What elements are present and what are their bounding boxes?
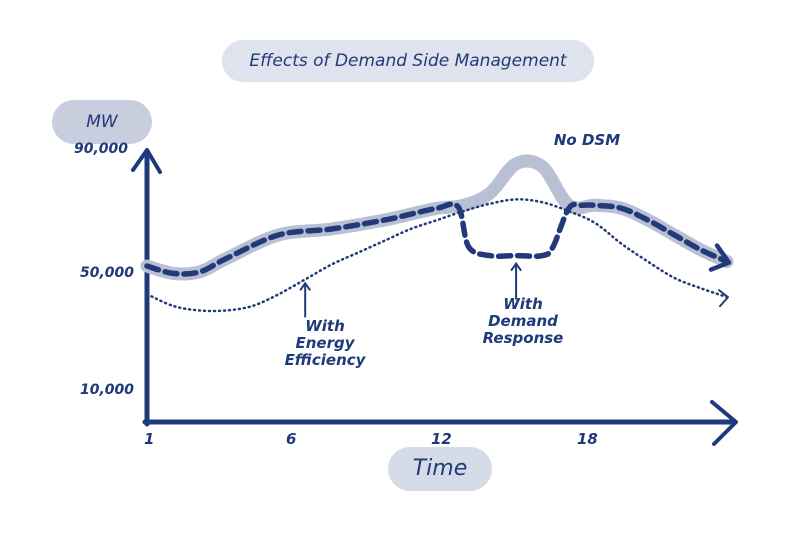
annotation-line: With [305, 317, 345, 335]
demand-response-arrow-head [510, 261, 522, 272]
annotation-line: Energy [295, 334, 355, 352]
y-axis-arrowhead [131, 148, 162, 174]
demand-response-annotation: With Demand Response [478, 296, 568, 347]
annotation-arrows [299, 261, 522, 318]
y-tick-label: 10,000 [80, 382, 135, 398]
title-pill [222, 40, 594, 82]
x-axis-arrowhead [710, 400, 738, 446]
series-lines [140, 154, 734, 313]
x-tick-label: 18 [577, 430, 598, 448]
x-axis-label: Time [412, 456, 468, 481]
y-tick-label: 50,000 [80, 265, 135, 281]
energy-efficiency-annotation: With Energy Efficiency [280, 318, 370, 369]
axes [131, 148, 738, 446]
no-dsm-annotation: No DSM [553, 131, 621, 149]
annotation-line: Efficiency [284, 351, 366, 369]
x-tick-label: 6 [286, 430, 297, 448]
demand-response-arrowhead [708, 243, 732, 272]
y-tick-label: 90,000 [74, 141, 129, 157]
x-tick-label: 1 [144, 430, 155, 448]
energy-efficiency-arrow-head [299, 281, 311, 291]
annotation-line: Demand [488, 312, 558, 330]
chart-title: Effects of Demand Side Management [249, 51, 567, 71]
y-axis-label: MW [86, 112, 118, 132]
series-line-energy-efficiency [145, 198, 729, 313]
series-line-demand-response [144, 201, 730, 277]
x-tick-label: 12 [431, 430, 452, 448]
x-label-pill [388, 447, 492, 491]
annotation-line: With [503, 295, 543, 313]
energy-efficiency-arrowhead [718, 289, 729, 308]
annotation-line: Response [482, 329, 564, 347]
y-unit-pill [52, 100, 152, 144]
